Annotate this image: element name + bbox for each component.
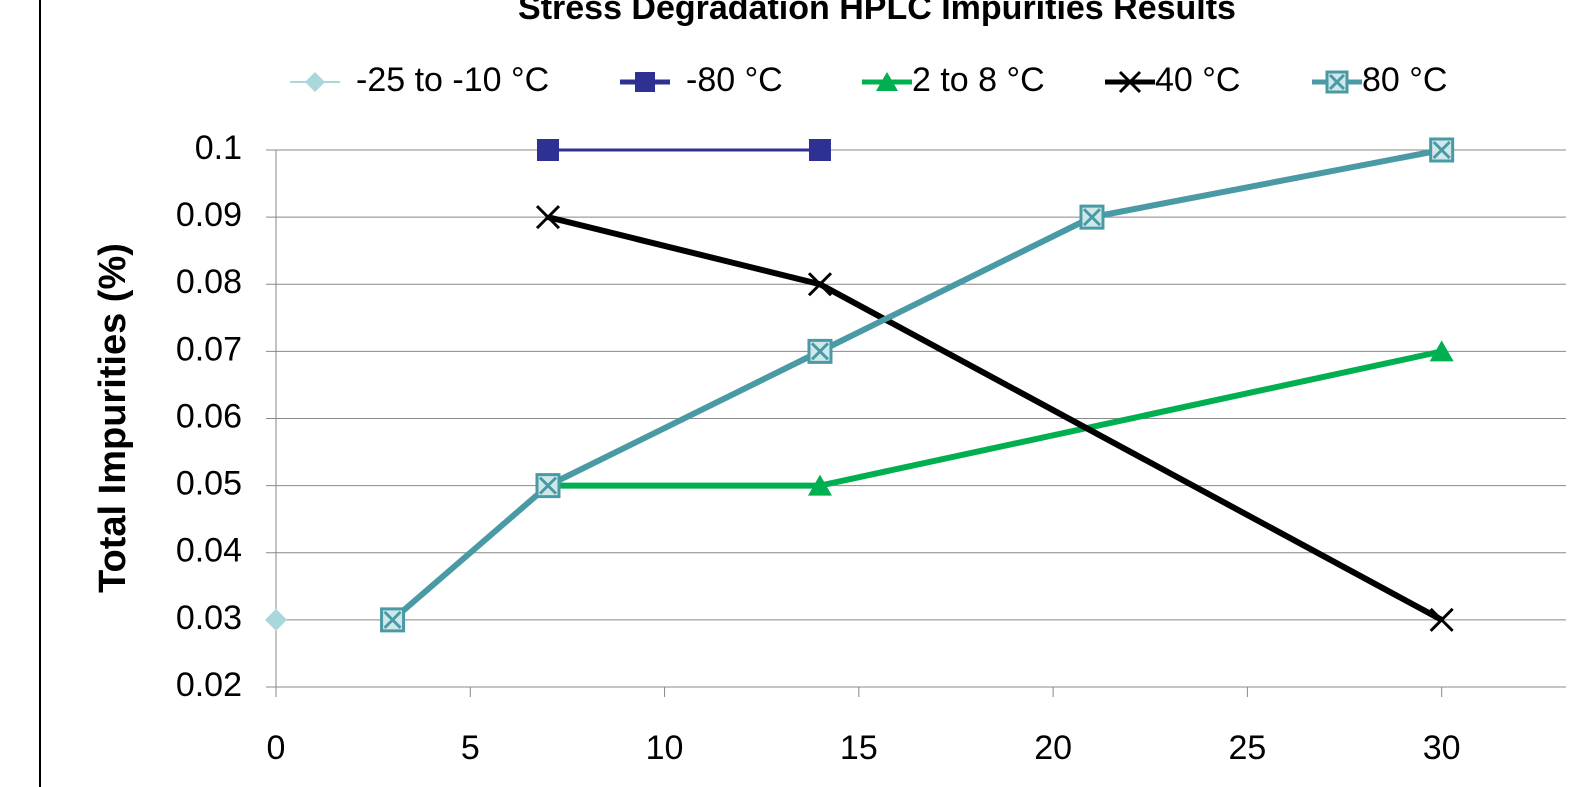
y-tick-label: 0.03 [176,599,242,637]
marker [1429,607,1454,632]
x-tick-label: 5 [461,729,480,767]
legend-marker [635,72,655,92]
marker [807,338,833,364]
y-tick-label: 0.06 [176,397,242,435]
legend-marker [305,72,325,92]
y-tick-label: 0.02 [176,666,242,704]
legend-label: 2 to 8 °C [912,61,1045,99]
marker [807,474,832,496]
x-tick-label: 15 [840,729,878,767]
marker [535,205,561,230]
legend-marker [1325,70,1349,94]
marker [380,607,406,633]
x-tick-label: 25 [1228,729,1266,767]
x-tick-label: 30 [1423,729,1461,767]
legend-label: -80 °C [686,61,783,99]
x-tick-label: 20 [1034,729,1072,767]
marker [535,473,561,499]
legend-label: 80 °C [1362,61,1447,99]
y-axis-label: Total Impurities (%) [92,243,134,593]
legend-marker [876,72,898,91]
y-tick-label: 0.04 [176,532,242,570]
marker [536,139,559,161]
y-tick-label: 0.07 [176,330,242,368]
x-tick-label: 10 [646,729,684,767]
marker [807,272,833,297]
marker [808,139,831,161]
legend-label: -25 to -10 °C [356,61,549,99]
x-tick-label: 0 [267,729,286,767]
marker [265,608,287,631]
y-tick-label: 0.1 [195,129,242,167]
legend-label: 40 °C [1155,61,1240,99]
chart-title: Stress Degradation HPLC Impurities Resul… [518,0,1236,27]
marker [1429,137,1455,163]
y-tick-label: 0.08 [176,263,242,301]
marker [1079,204,1105,230]
legend-marker [1118,70,1142,94]
marker [1429,340,1454,362]
y-tick-label: 0.05 [176,465,242,503]
y-tick-label: 0.09 [176,196,242,234]
